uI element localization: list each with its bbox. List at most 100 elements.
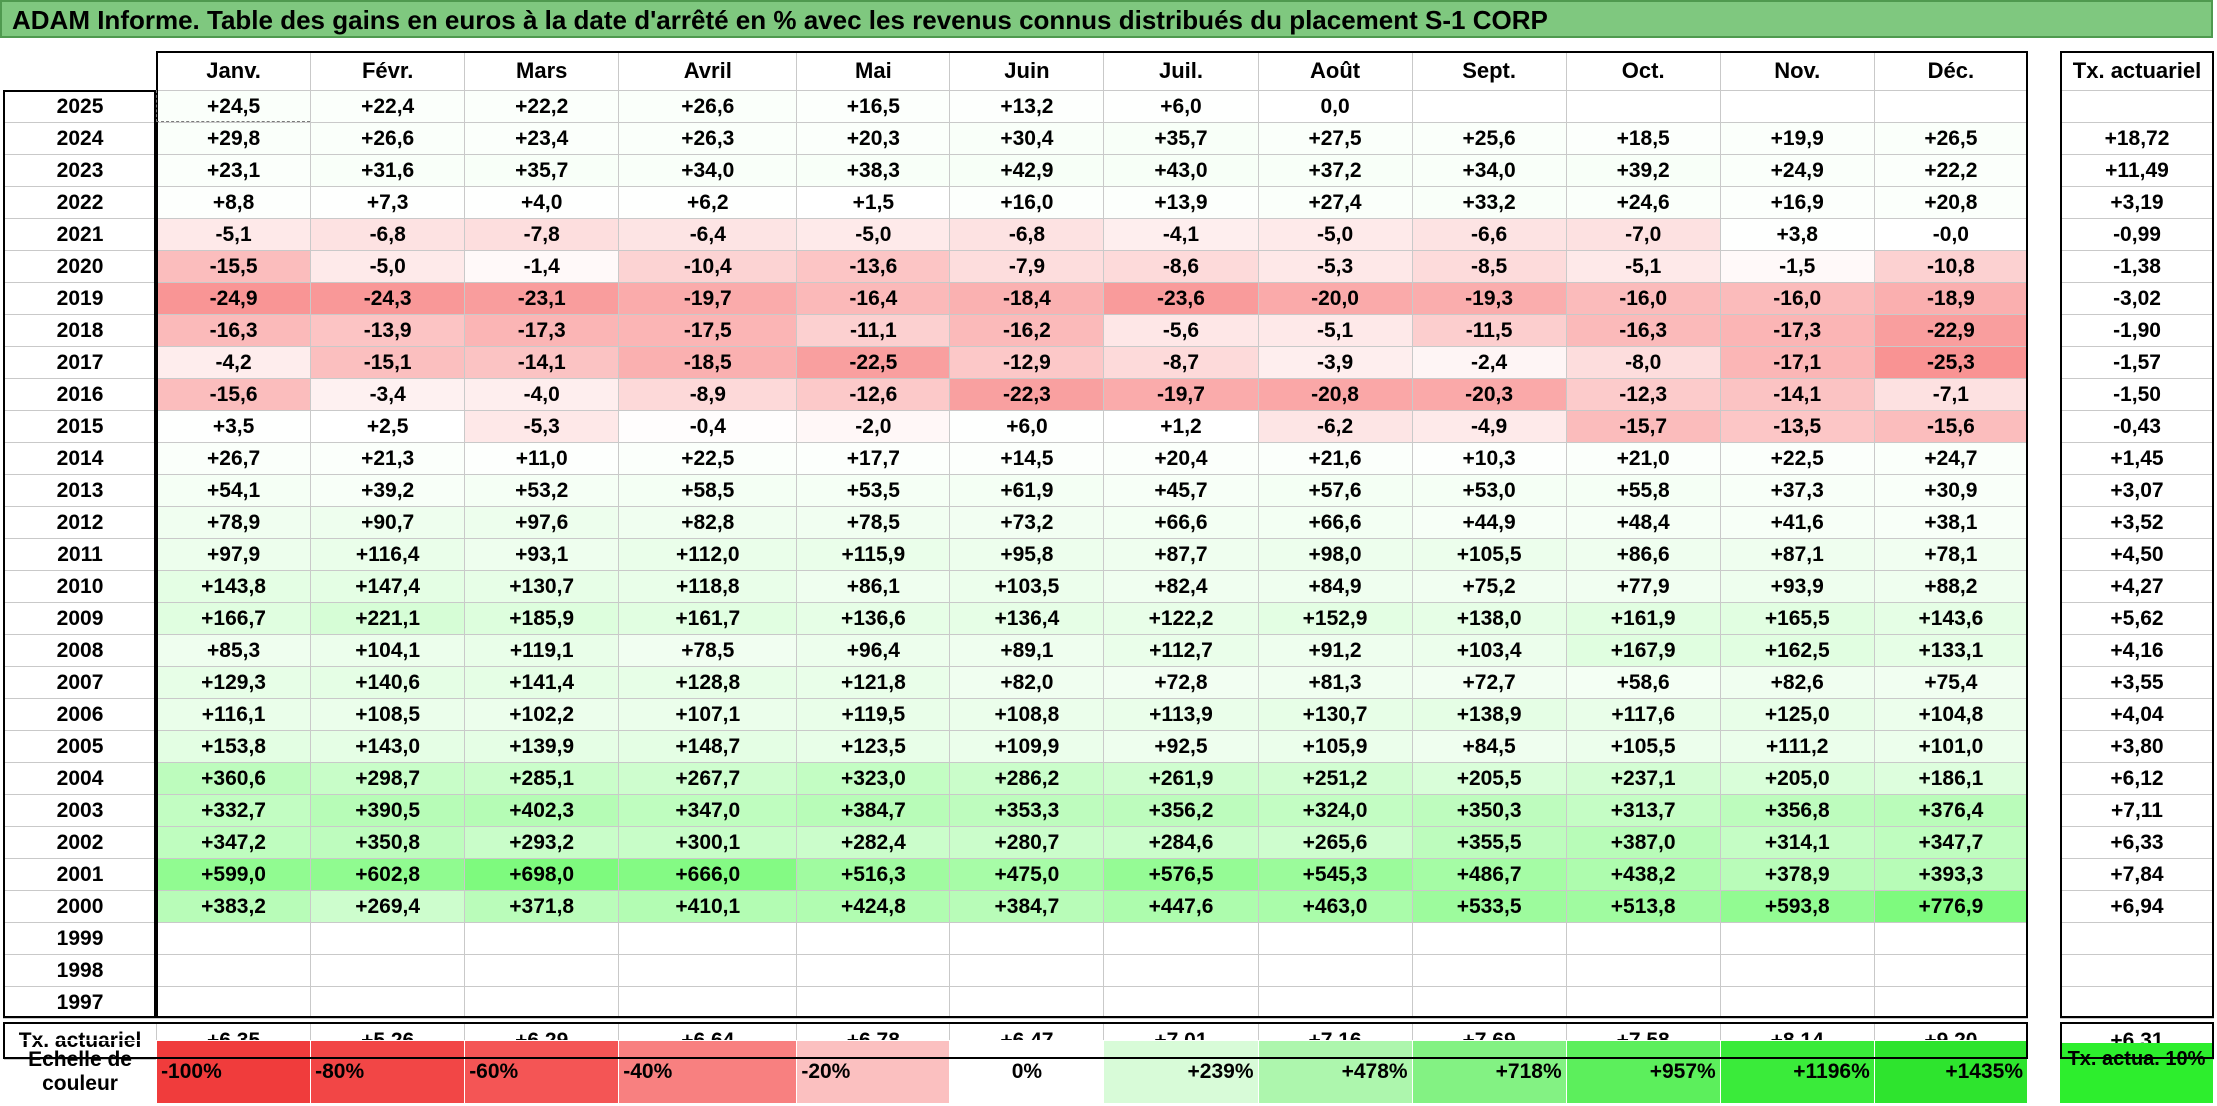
rate-row: +4,04 [2060, 698, 2214, 731]
gain-cell: -16,0 [1565, 282, 1721, 315]
year-label: 2009 [2, 602, 158, 635]
gain-cell: +390,5 [310, 794, 466, 827]
gain-cell: +93,1 [464, 538, 620, 571]
gain-cell: -7,8 [464, 218, 620, 251]
year-label: 2025 [2, 90, 158, 123]
gain-cell: +11,0 [464, 442, 620, 475]
gain-cell: -18,5 [618, 346, 798, 379]
gain-cell: +34,0 [1411, 154, 1567, 187]
gain-cell: +545,3 [1257, 858, 1413, 891]
gain-cell: +25,6 [1411, 122, 1567, 155]
gain-cell: -24,9 [156, 282, 312, 315]
gain-cell: -5,3 [1257, 250, 1413, 283]
month-header: Sept. [1411, 51, 1567, 91]
gain-cell: +125,0 [1719, 698, 1875, 731]
gain-cell: +78,5 [618, 634, 798, 667]
gain-cell [796, 922, 951, 955]
gain-cell: +26,6 [310, 122, 466, 155]
gain-cell: +82,6 [1719, 666, 1875, 699]
rate-cell: +3,52 [2060, 506, 2214, 539]
gain-cell [1257, 954, 1413, 987]
year-label: 2018 [2, 314, 158, 347]
gain-cell: -13,6 [796, 250, 951, 283]
table-row: 2018 -16,3 -13,9 -17,3 -17,5 -11,1 -16,2 -5,6 -5… [2, 314, 2029, 347]
gain-cell: -22,5 [796, 346, 951, 379]
gain-cell: +14,5 [949, 442, 1105, 475]
gain-cell: +116,1 [156, 698, 312, 731]
gain-cell: +48,4 [1565, 506, 1721, 539]
legend-swatch: -80% [310, 1040, 466, 1104]
gain-cell [1411, 922, 1567, 955]
gain-cell: +447,6 [1103, 890, 1259, 923]
gain-cell: -8,0 [1565, 346, 1721, 379]
gain-cell: +133,1 [1873, 634, 2029, 667]
gain-cell [1411, 954, 1567, 987]
gain-cell: +89,1 [949, 634, 1105, 667]
gain-cell: +104,8 [1873, 698, 2029, 731]
gain-cell [1565, 922, 1721, 955]
month-header: Janv. [156, 51, 312, 91]
gain-cell: +26,5 [1873, 122, 2029, 155]
gain-cell: -5,0 [1257, 218, 1413, 251]
gain-cell: -18,4 [949, 282, 1105, 315]
gain-cell: -13,5 [1719, 410, 1875, 443]
gain-cell: +410,1 [618, 890, 798, 923]
gain-cell: -4,9 [1411, 410, 1567, 443]
gain-cell: +87,7 [1103, 538, 1259, 571]
gain-cell: +165,5 [1719, 602, 1875, 635]
gain-cell [464, 986, 620, 1019]
gain-cell: +78,1 [1873, 538, 2029, 571]
gain-cell: -3,9 [1257, 346, 1413, 379]
rate-cell [2060, 954, 2214, 987]
gain-cell: -4,1 [1103, 218, 1259, 251]
year-label: 2002 [2, 826, 158, 859]
gain-cell: +167,9 [1565, 634, 1721, 667]
gain-cell: +261,9 [1103, 762, 1259, 795]
gain-cell: +593,8 [1719, 890, 1875, 923]
rate-row: +18,72 [2060, 122, 2214, 155]
gain-cell [1719, 922, 1875, 955]
gain-cell: -6,2 [1257, 410, 1413, 443]
gain-cell: -15,1 [310, 346, 466, 379]
gain-cell: -1,5 [1719, 250, 1875, 283]
gain-cell: +24,6 [1565, 186, 1721, 219]
gain-cell [1103, 922, 1259, 955]
gain-cell: +22,4 [310, 90, 466, 123]
gain-cell: -8,6 [1103, 250, 1259, 283]
gain-cell: +402,3 [464, 794, 620, 827]
gain-cell: +475,0 [949, 858, 1105, 891]
gain-cell: -20,3 [1411, 378, 1567, 411]
gain-cell: +27,5 [1257, 122, 1413, 155]
gain-cell: -8,7 [1103, 346, 1259, 379]
gain-cell: -14,1 [1719, 378, 1875, 411]
gain-cell: -15,5 [156, 250, 312, 283]
gain-cell [156, 986, 312, 1019]
gain-cell: +166,7 [156, 602, 312, 635]
gain-cell: +516,3 [796, 858, 951, 891]
rate-row: +3,55 [2060, 666, 2214, 699]
gain-cell: -10,4 [618, 250, 798, 283]
gain-cell: -18,9 [1873, 282, 2029, 315]
table-row: 2003 +332,7 +390,5 +402,3 +347,0 +384,7 +353,3… [2, 794, 2029, 827]
month-header: Déc. [1873, 51, 2029, 91]
gain-cell: -16,0 [1719, 282, 1875, 315]
year-label: 2022 [2, 186, 158, 219]
year-label: 2020 [2, 250, 158, 283]
legend-swatch: +478% [1257, 1040, 1413, 1104]
gain-cell: +24,5 [156, 90, 312, 123]
rate-row [2060, 954, 2214, 987]
gain-cell: +57,6 [1257, 474, 1413, 507]
gain-cell: +24,9 [1719, 154, 1875, 187]
rate-cell: -1,90 [2060, 314, 2214, 347]
gain-cell: +387,0 [1565, 826, 1721, 859]
rate-cell: +4,50 [2060, 538, 2214, 571]
gain-cell: +13,9 [1103, 186, 1259, 219]
gain-cell: +30,9 [1873, 474, 2029, 507]
gain-cell: +112,0 [618, 538, 798, 571]
legend-swatch: -60% [464, 1040, 620, 1104]
rate-cell: -1,38 [2060, 250, 2214, 283]
table-row: 2019 -24,9 -24,3 -23,1 -19,7 -16,4 -18,4 -23,6-… [2, 282, 2029, 315]
gain-cell: +121,8 [796, 666, 951, 699]
gain-cell: +463,0 [1257, 890, 1413, 923]
gain-cell: +265,6 [1257, 826, 1413, 859]
